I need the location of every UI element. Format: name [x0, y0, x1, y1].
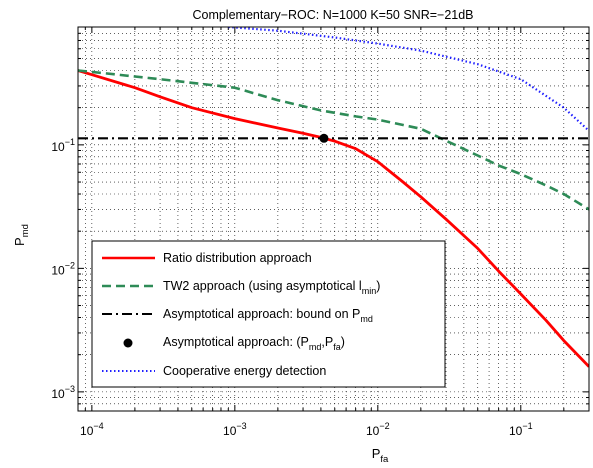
chart-title: Complementary−ROC: N=1000 K=50 SNR=−21dB: [192, 8, 473, 22]
plot-frame: [77, 26, 590, 412]
x-tick-label: 10−4: [80, 421, 104, 438]
y-tick-label: 10−3: [51, 384, 75, 401]
x-tick-label: 10−1: [509, 421, 533, 438]
legend-swatch-marker: [123, 338, 133, 348]
x-tick-labels: 10−4 10−3 10−2 10−1: [80, 421, 533, 438]
y-tick-label: 10−2: [51, 260, 75, 277]
y-tick-label: 10−1: [51, 137, 75, 154]
legend-label-tw2: TW2 approach (using asymptotical lmin): [163, 279, 380, 296]
x-tick-label: 10−2: [366, 421, 390, 438]
x-axis-label: Pfa: [372, 446, 389, 465]
series-layer: [78, 27, 589, 368]
legend: Ratio distribution approach TW2 approach…: [91, 240, 446, 388]
series-ratio: [78, 69, 589, 368]
y-axis-label: Pmd: [12, 224, 31, 246]
legend-label-marker: Asymptotical approach: (Pmd,Pfa): [163, 335, 345, 352]
series-energy: [228, 27, 589, 132]
legend-label-energy: Cooperative energy detection: [163, 364, 326, 378]
series-tw2: [78, 69, 589, 211]
y-tick-labels: 10−3 10−2 10−1: [51, 137, 75, 401]
x-tick-label: 10−3: [223, 421, 247, 438]
legend-label-ratio: Ratio distribution approach: [163, 251, 312, 265]
legend-label-bound: Asymptotical approach: bound on Pmd: [163, 307, 373, 324]
series-marker-point: [319, 133, 329, 143]
